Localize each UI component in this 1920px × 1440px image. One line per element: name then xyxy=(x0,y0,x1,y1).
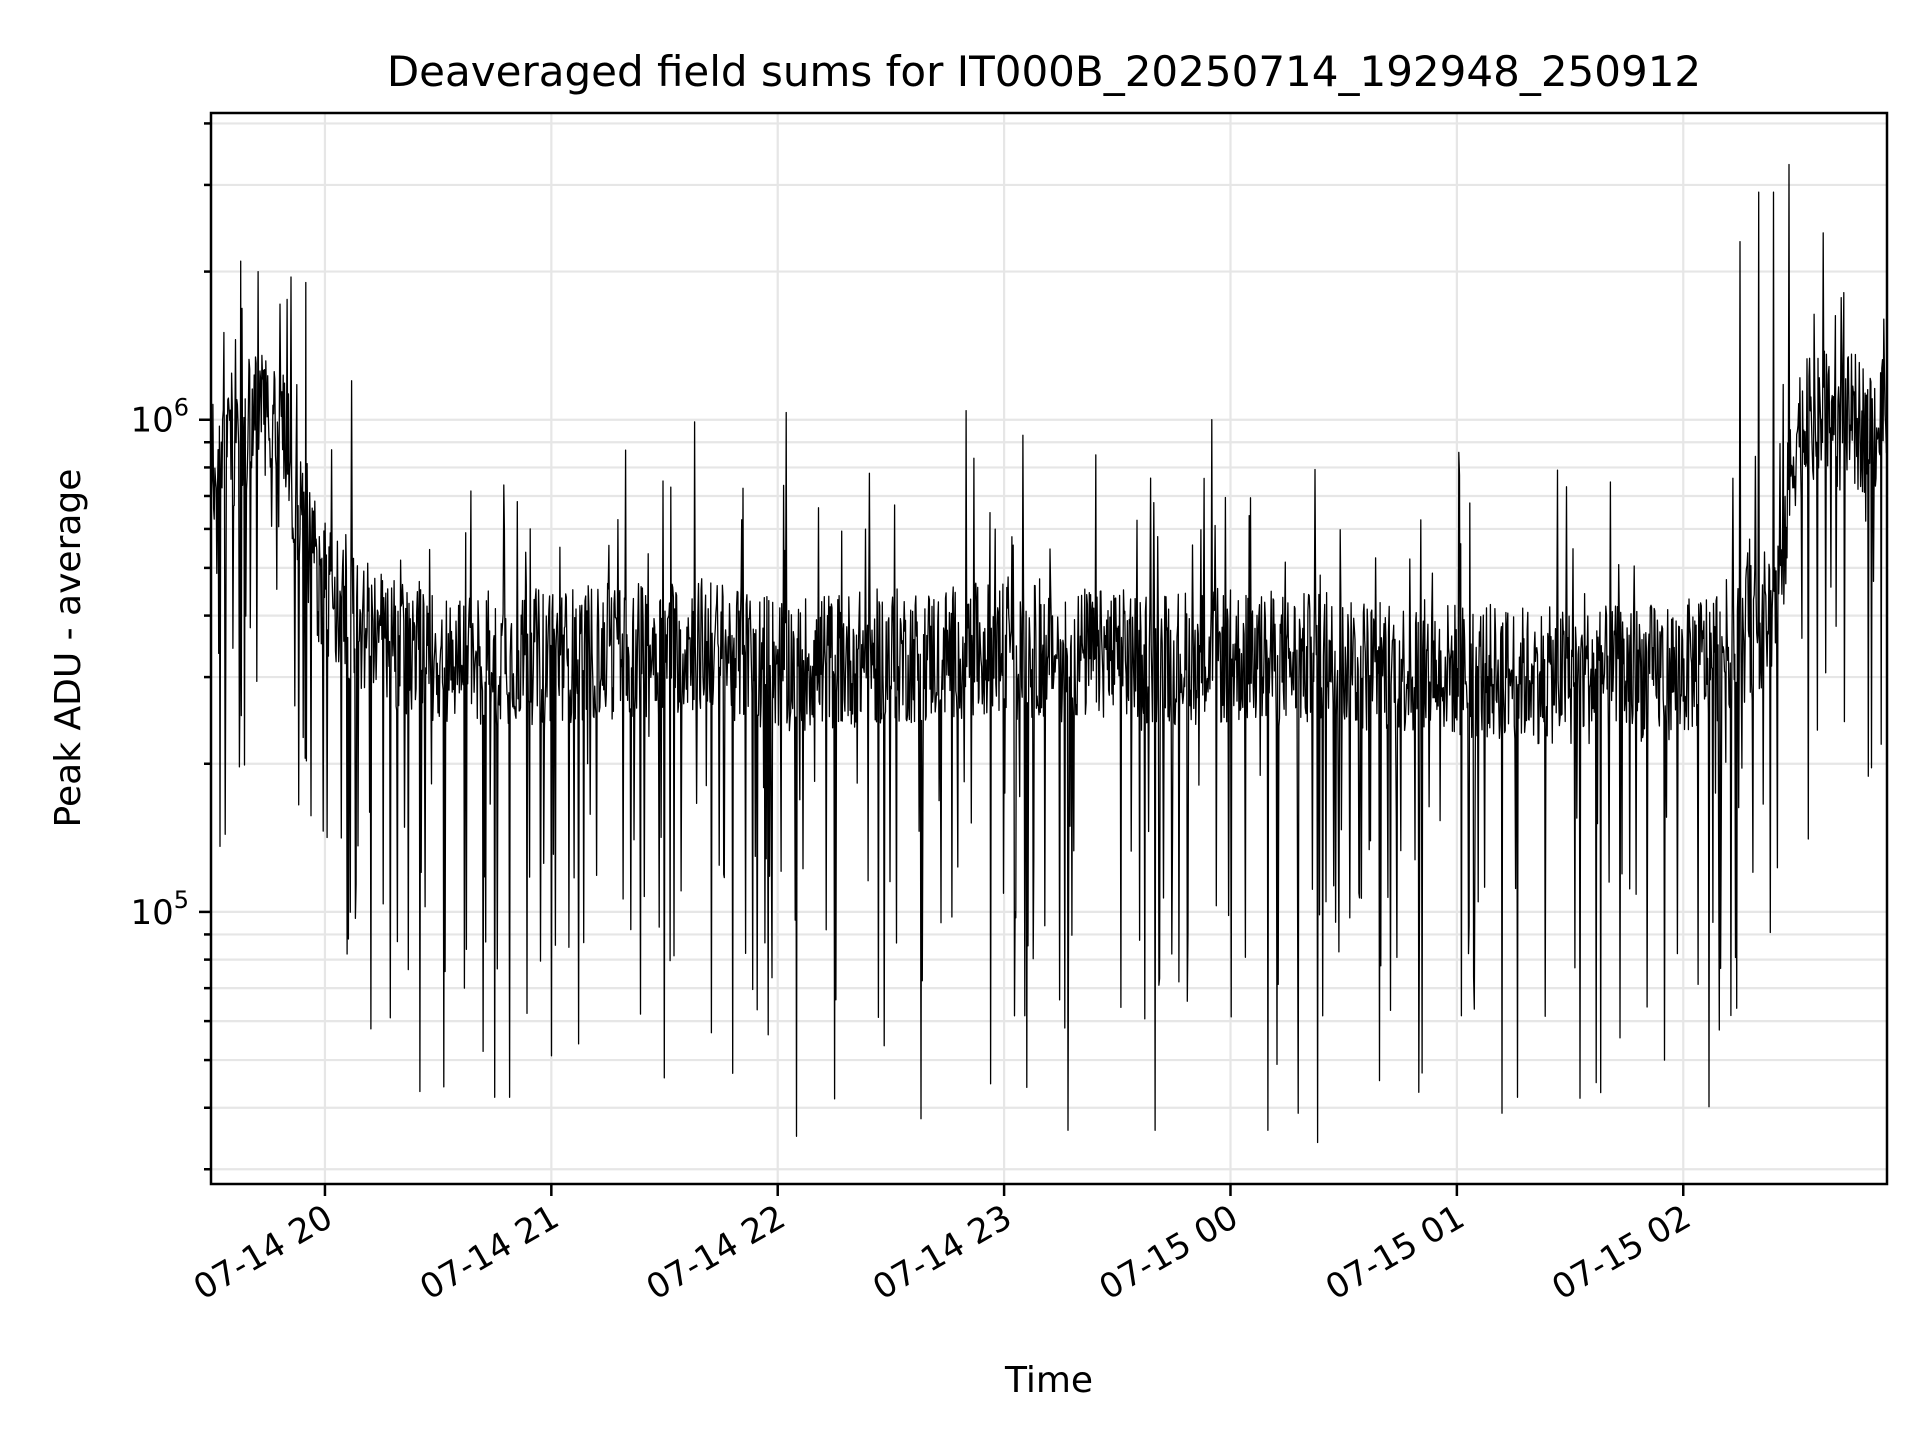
y-tick-label: 105 xyxy=(130,886,189,933)
plot-frame xyxy=(209,111,1889,1186)
chart-title: Deaveraged field sums for IT000B_2025071… xyxy=(387,47,1701,96)
series-layer xyxy=(210,163,1888,1144)
y-tick-label: 106 xyxy=(130,394,189,441)
x-axis-label: Time xyxy=(1004,1360,1093,1401)
series-line xyxy=(210,163,1888,1144)
y-axis-label: Peak ADU - average xyxy=(48,469,89,828)
y-tick-label-base: 10 xyxy=(130,893,173,933)
y-tick-label-exponent: 5 xyxy=(174,886,189,914)
y-tick-label-base: 10 xyxy=(130,401,173,441)
y-tick-label-exponent: 6 xyxy=(174,394,189,422)
